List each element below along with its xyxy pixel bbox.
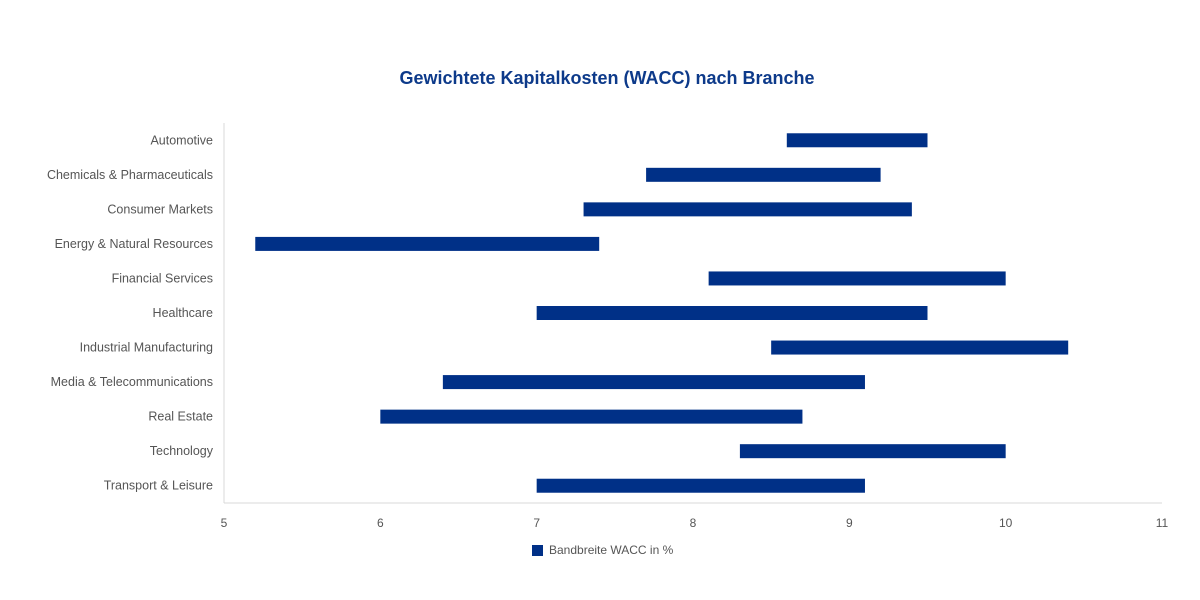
category-label: Financial Services: [112, 271, 213, 285]
category-label: Real Estate: [148, 410, 213, 424]
wacc-range-bar: [583, 202, 912, 217]
x-tick-label: 7: [533, 516, 540, 530]
category-label: Energy & Natural Resources: [55, 237, 213, 251]
wacc-range-bar: [536, 306, 928, 320]
category-label: Healthcare: [153, 306, 213, 320]
wacc-range-bar: [786, 133, 928, 148]
x-tick-label: 5: [221, 516, 228, 530]
wacc-range-bar: [255, 236, 600, 251]
category-label: Consumer Markets: [107, 202, 213, 216]
category-label: Chemicals & Pharmaceuticals: [47, 168, 213, 182]
category-label: Automotive: [150, 133, 213, 147]
x-tick-label: 10: [999, 516, 1013, 530]
wacc-range-bar: [771, 340, 1069, 355]
category-label: Industrial Manufacturing: [80, 341, 213, 355]
wacc-range-bar: [739, 444, 1006, 459]
legend-label: Bandbreite WACC in %: [549, 543, 674, 557]
wacc-range-bar: [536, 478, 865, 493]
category-label: Transport & Leisure: [104, 479, 213, 493]
wacc-range-bar: [442, 375, 865, 390]
legend-swatch: [532, 544, 543, 556]
legend: Bandbreite WACC in %: [532, 543, 673, 557]
wacc-range-bar: [708, 271, 1006, 286]
category-label: Technology: [150, 444, 214, 458]
chart-title: Gewichtete Kapitalkosten (WACC) nach Bra…: [399, 68, 815, 88]
x-tick-label: 6: [377, 516, 384, 530]
x-tick-label: 8: [690, 516, 697, 530]
wacc-range-bar: [380, 409, 803, 424]
category-label: Media & Telecommunications: [51, 375, 213, 389]
wacc-range-bar: [646, 167, 881, 182]
x-tick-label: 9: [846, 516, 853, 530]
x-tick-label: 11: [1156, 516, 1169, 530]
